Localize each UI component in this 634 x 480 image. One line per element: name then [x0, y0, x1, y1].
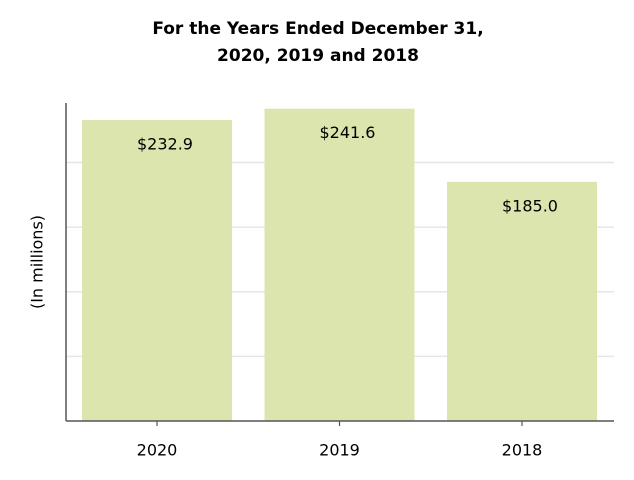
- value-label: $232.9: [137, 134, 193, 153]
- x-tick-label: 2020: [137, 441, 178, 460]
- value-label: $185.0: [502, 196, 558, 215]
- bar: [264, 108, 415, 421]
- bar: [82, 119, 232, 421]
- bar: [447, 181, 597, 421]
- value-label: $241.6: [320, 123, 376, 142]
- chart-title: 2020, 2019 and 2018: [217, 46, 419, 66]
- x-tick-label: 2018: [502, 441, 543, 460]
- x-tick-label: 2019: [319, 441, 360, 460]
- y-axis-label: (In millions): [28, 215, 47, 309]
- chart-title: For the Years Ended December 31,: [152, 19, 483, 39]
